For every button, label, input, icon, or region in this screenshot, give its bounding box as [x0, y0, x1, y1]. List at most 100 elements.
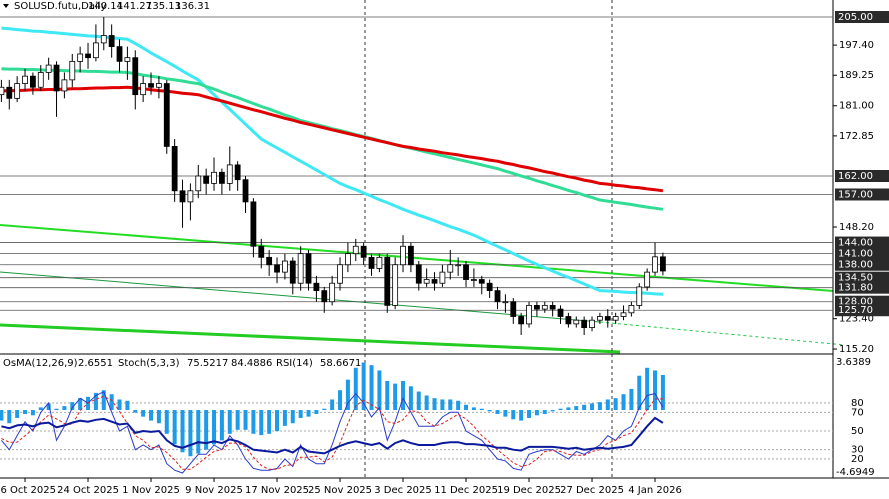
histogram-bar	[338, 390, 343, 411]
candle-body	[163, 83, 170, 147]
x-tick-label: 19 Dec 2025	[497, 485, 561, 496]
histogram-bar	[424, 395, 429, 411]
candle-body	[415, 264, 422, 284]
candle-body	[242, 179, 249, 203]
candle-body	[195, 175, 202, 192]
osma-value: 2.6551	[78, 358, 113, 369]
histogram-bar	[30, 410, 35, 416]
histogram-bar	[456, 400, 461, 411]
trend-line	[0, 271, 601, 323]
histogram-bar	[259, 410, 264, 436]
x-tick-label: 11 Dec 2025	[434, 485, 498, 496]
candle-body	[628, 305, 635, 314]
candle-body	[581, 319, 588, 328]
candle-body	[140, 83, 147, 96]
candle-body	[360, 245, 367, 258]
histogram-bar	[70, 402, 75, 411]
candle-body	[534, 305, 540, 310]
candle-body	[463, 264, 469, 280]
level-tag-box	[835, 258, 889, 271]
y2-tick-label: 80	[851, 398, 864, 409]
y2-tick-label: 50	[851, 426, 864, 437]
histogram-bar	[645, 367, 650, 411]
histogram-bar	[408, 386, 413, 411]
candle-body	[344, 253, 351, 266]
level-label: 131.80	[838, 283, 873, 294]
collapse-icon[interactable]	[3, 4, 9, 8]
y-tick-label: 115.20	[839, 344, 874, 355]
trend-line	[0, 224, 834, 292]
candle-body	[14, 83, 21, 99]
level-tag-box	[835, 11, 889, 24]
candle-body	[100, 35, 107, 44]
candle-body	[400, 245, 406, 266]
candle-body	[226, 164, 233, 184]
candle-body	[124, 57, 131, 62]
candle-body	[455, 264, 462, 267]
histogram-bar	[448, 399, 453, 411]
histogram-bar	[275, 410, 280, 432]
candle-body	[447, 264, 454, 273]
candle-body	[337, 264, 343, 284]
histogram-bar	[109, 394, 114, 411]
candle-body	[155, 83, 162, 88]
histogram-bar	[653, 370, 658, 411]
candle-body	[234, 164, 241, 181]
histogram-bar	[369, 365, 374, 411]
histogram-bar	[550, 410, 555, 412]
histogram-bar	[46, 403, 51, 411]
histogram-bar	[542, 410, 547, 414]
candle-body	[518, 316, 525, 325]
stoch-signal-value: 84.4886	[231, 358, 272, 369]
histogram-bar	[503, 410, 508, 417]
histogram-bar	[93, 392, 98, 411]
level-label: 138.00	[838, 260, 873, 271]
ohlc-high: 141.27	[117, 1, 152, 12]
histogram-bar	[227, 410, 232, 434]
histogram-bar	[401, 380, 406, 411]
candle-body	[541, 305, 548, 310]
ohlc-low: 135.13	[146, 1, 181, 12]
histogram-bar	[345, 379, 350, 411]
histogram-bar	[527, 410, 532, 418]
candle-body	[431, 279, 438, 284]
y-tick-label: 181.00	[839, 101, 874, 112]
histogram-bar	[267, 410, 272, 434]
histogram-bar	[582, 404, 587, 411]
candle-body	[620, 312, 627, 317]
y2-tick-label: 30	[851, 445, 864, 456]
histogram-bar	[133, 410, 138, 413]
histogram-bar	[282, 410, 287, 426]
drawings	[0, 0, 846, 478]
level-tag: 157.00	[835, 188, 889, 201]
level-tag-box	[835, 304, 889, 317]
candle-body	[266, 256, 273, 266]
histogram-bar	[330, 399, 335, 411]
candle-body	[297, 253, 304, 284]
candle-body	[557, 308, 564, 317]
histogram-bar	[361, 362, 366, 411]
histogram-bar	[416, 391, 421, 411]
level-tag: 205.00	[835, 11, 889, 24]
candle-body	[0, 86, 5, 96]
candle-body	[368, 256, 375, 269]
level-tag-box	[835, 271, 889, 284]
level-label: 144.00	[838, 238, 873, 249]
candle-body	[597, 316, 603, 321]
histogram-bar	[7, 410, 12, 424]
candle-body	[108, 35, 115, 47]
histogram-bar	[188, 410, 193, 457]
osma-min-label: -4.6949	[836, 467, 875, 478]
histogram-bar	[574, 406, 579, 411]
histogram-bar	[314, 410, 319, 414]
histogram-bar	[613, 398, 618, 411]
stoch-name: Stoch(5,3,3)	[118, 358, 180, 369]
candle-body	[85, 53, 91, 59]
level-tag-box	[835, 236, 889, 249]
histogram-bar	[0, 410, 4, 421]
candle-body	[313, 282, 320, 292]
histogram-bar	[141, 410, 146, 417]
histogram-bar	[180, 410, 185, 453]
